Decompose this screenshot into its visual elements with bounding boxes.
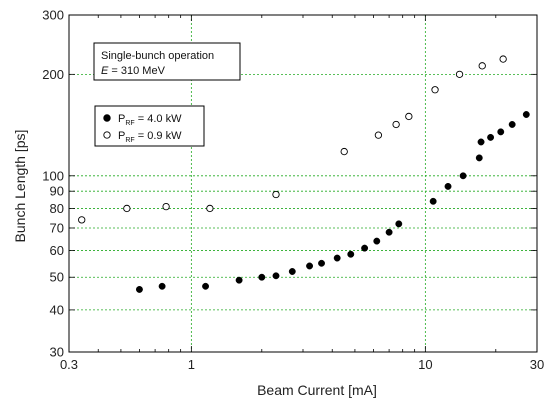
data-point-0-9kw [374, 131, 383, 139]
legend-2-value: = 0.9 kW [135, 130, 182, 142]
legend-frame [94, 105, 205, 147]
data-point-4kw [429, 197, 437, 205]
data-point-0-9kw [405, 112, 413, 121]
data-point-4kw [497, 128, 505, 136]
data-point-0-9kw [392, 120, 400, 129]
annotation-line-1: Single-bunch operation [101, 50, 214, 62]
data-point-0-9kw [206, 204, 214, 213]
data-point-0-9kw [478, 62, 486, 70]
data-point-4kw [288, 268, 296, 275]
x-axis-label: Beam Current [mA] [257, 382, 377, 398]
legend-2-sub: RF [125, 137, 134, 144]
legend-marker-filled [103, 114, 111, 122]
data-point-4kw [235, 276, 243, 284]
data-point-4kw [373, 237, 381, 245]
data-point-4kw [306, 262, 314, 270]
legend-1-main: P [118, 113, 125, 125]
legend-1-value: = 4.0 kW [135, 113, 182, 125]
data-point-4kw [272, 272, 280, 280]
legend-entry-1: PRF = 4.0 kW [118, 113, 182, 127]
data-point-4kw [361, 244, 369, 252]
data-point-0-9kw [340, 147, 348, 156]
data-point-4kw [158, 282, 166, 290]
y-tick-label: 50 [50, 270, 64, 285]
y-tick-label: 80 [50, 201, 64, 216]
x-tick-label: 1 [188, 357, 195, 372]
legend-2-main: P [118, 130, 125, 142]
data-point-4kw [385, 228, 393, 236]
data-point-4kw [395, 220, 403, 228]
data-point-4kw [475, 154, 483, 162]
annotation-line-2: E = 310 MeV [101, 65, 166, 77]
x-tick-label: 0.3 [60, 357, 78, 372]
data-point-0-9kw [123, 204, 131, 213]
data-point-4kw [459, 172, 467, 180]
data-point-4kw [477, 138, 485, 146]
y-tick-label: 300 [42, 8, 64, 23]
data-point-4kw [202, 282, 210, 290]
data-point-0-9kw [78, 216, 86, 224]
data-point-0-9kw [162, 202, 170, 211]
x-tick-label: 30 [530, 357, 544, 372]
data-point-4kw [135, 285, 143, 293]
y-tick-label: 30 [50, 345, 64, 360]
data-point-4kw [522, 111, 530, 118]
data-points [78, 55, 530, 293]
data-point-0-9kw [431, 86, 439, 94]
annotation-variable: E [101, 65, 109, 77]
annotation-frame [93, 42, 241, 81]
data-point-0-9kw [272, 190, 280, 199]
data-point-4kw [347, 250, 355, 258]
data-point-4kw [333, 254, 341, 262]
data-point-4kw [508, 121, 516, 128]
y-tick-label: 100 [42, 168, 64, 183]
y-tick-label: 200 [42, 67, 64, 82]
y-tick-label: 90 [50, 184, 64, 199]
legend-1-sub: RF [125, 120, 134, 127]
data-point-0-9kw [455, 70, 464, 78]
y-tick-label: 40 [50, 302, 64, 317]
legend-entry-2: PRF = 0.9 kW [118, 130, 182, 144]
data-point-4kw [487, 133, 495, 141]
data-point-4kw [444, 182, 452, 190]
y-axis-label: Bunch Length [ps] [12, 130, 28, 243]
y-tick-label: 60 [50, 243, 64, 258]
annotation-box: Single-bunch operation E = 310 MeV [93, 42, 241, 81]
annotation-value: = 310 MeV [108, 65, 165, 77]
legend: PRF = 4.0 kW PRF = 0.9 kW [94, 105, 205, 147]
data-point-0-9kw [499, 55, 507, 63]
data-point-4kw [318, 259, 325, 267]
x-tick-label: 10 [418, 357, 432, 372]
data-point-4kw [258, 273, 266, 281]
y-tick-label: 70 [50, 220, 64, 235]
legend-marker-open [103, 131, 111, 139]
